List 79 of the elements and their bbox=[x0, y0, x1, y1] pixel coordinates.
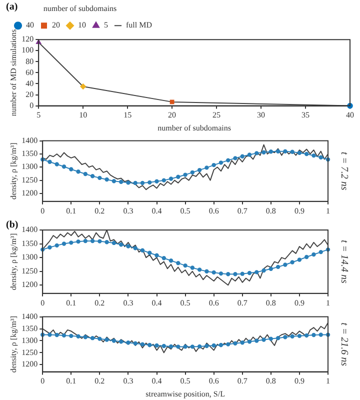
x-tick-label: 0.5 bbox=[180, 376, 190, 386]
y-tick-label: 20 bbox=[26, 90, 34, 99]
y-tick-label: 1250 bbox=[22, 175, 38, 184]
x-tick-label: 0 bbox=[40, 298, 45, 308]
y-axis-title: density, ρ [kg/m³] bbox=[8, 316, 18, 373]
x-tick-label: 0.2 bbox=[94, 298, 105, 308]
x-tick-label: 0.6 bbox=[208, 376, 219, 386]
legend-label: 10 bbox=[78, 20, 86, 30]
text: (a) bbox=[6, 2, 18, 13]
x-tick-label: 0.3 bbox=[123, 376, 134, 386]
y-tick-label: 1300 bbox=[22, 336, 38, 345]
y2-axis-title: t = 14.4 ns bbox=[338, 240, 350, 284]
x-tick-label: 0 bbox=[40, 376, 45, 386]
x-tick-label: 0.1 bbox=[66, 298, 76, 308]
x-tick-label: 0.9 bbox=[294, 298, 304, 308]
x-tick-label: 0.6 bbox=[208, 298, 219, 308]
y-axis-title: density, ρ [kg/m³] bbox=[8, 232, 18, 290]
x-tick-label: 0.7 bbox=[237, 298, 248, 308]
x-tick-label: 30 bbox=[257, 110, 266, 120]
x-tick-label: 0.6 bbox=[208, 206, 219, 216]
y-tick-label: 1250 bbox=[22, 348, 38, 357]
x-tick-label: 0.8 bbox=[266, 298, 276, 308]
x-axis-title: streamwise position, S/L bbox=[146, 389, 226, 398]
y-tick-label: 1300 bbox=[22, 252, 38, 262]
x-tick-label: 0 bbox=[40, 206, 45, 216]
x-tick-label: 0.1 bbox=[66, 206, 76, 216]
legend-label: 5 bbox=[104, 20, 108, 30]
x-tick-label: 0.2 bbox=[94, 376, 105, 386]
legend-title: number of subdomains bbox=[43, 4, 117, 14]
y-tick-label: 1300 bbox=[22, 162, 38, 172]
y-tick-label: 1350 bbox=[22, 149, 38, 158]
x-tick-label: 25 bbox=[212, 110, 221, 120]
y-tick-label: 1400 bbox=[22, 136, 38, 145]
x-tick-label: 0.8 bbox=[266, 206, 276, 216]
y-tick-label: 1350 bbox=[22, 238, 38, 248]
x-tick-label: 0.4 bbox=[152, 206, 162, 216]
x-tick-label: 0.9 bbox=[294, 376, 304, 386]
x-tick-label: 0.8 bbox=[266, 376, 276, 386]
x-tick-label: 0.3 bbox=[123, 206, 134, 216]
y-tick-label: 1200 bbox=[22, 280, 38, 290]
y-tick-label: 100 bbox=[22, 46, 34, 55]
y-axis-title: density, ρ [kg/m³] bbox=[8, 142, 18, 200]
x-tick-label: 1 bbox=[326, 376, 330, 386]
text: (b) bbox=[6, 220, 18, 231]
x-tick-label: 0.7 bbox=[237, 206, 248, 216]
x-tick-label: 0.5 bbox=[180, 206, 190, 216]
y-tick-label: 1250 bbox=[22, 266, 38, 276]
y-tick-label: 1400 bbox=[22, 312, 38, 321]
y-axis-title: number of MD simulations bbox=[8, 29, 18, 116]
x-tick-label: 0.4 bbox=[152, 376, 162, 386]
x-tick-label: 35 bbox=[302, 110, 310, 120]
legend-label: 20 bbox=[52, 20, 60, 30]
y-tick-label: 1200 bbox=[22, 360, 38, 369]
x-tick-label: 0.4 bbox=[152, 298, 162, 308]
y-tick-label: 1200 bbox=[22, 188, 38, 198]
y-tick-label: 60 bbox=[26, 68, 34, 77]
x-tick-label: 0.3 bbox=[123, 298, 134, 308]
x-tick-label: 20 bbox=[168, 110, 176, 120]
x-tick-label: 0.7 bbox=[237, 376, 248, 386]
y-tick-label: 1400 bbox=[22, 225, 38, 234]
x-tick-label: 0.1 bbox=[66, 376, 76, 386]
x-tick-label: 1 bbox=[326, 298, 330, 308]
x-axis-title: number of subdomains bbox=[158, 123, 231, 132]
x-tick-label: 40 bbox=[346, 110, 354, 120]
y2-axis-title: t = 21.6 ns bbox=[338, 322, 350, 366]
x-tick-label: 5 bbox=[36, 110, 41, 120]
x-tick-label: 0.9 bbox=[294, 206, 304, 216]
x-tick-label: 15 bbox=[124, 110, 132, 120]
y-tick-label: 80 bbox=[26, 56, 34, 66]
legend-label: full MD bbox=[126, 20, 152, 30]
y-tick-label: 120 bbox=[22, 34, 34, 44]
y2-axis-title: t = 7.2 ns bbox=[338, 152, 350, 190]
y-tick-label: 40 bbox=[26, 78, 34, 88]
y-tick-label: 1350 bbox=[22, 324, 38, 333]
x-tick-label: 0.5 bbox=[180, 298, 190, 308]
x-tick-label: 0.2 bbox=[94, 206, 105, 216]
y-tick-label: 0 bbox=[30, 100, 34, 110]
x-tick-label: 10 bbox=[79, 110, 88, 120]
x-tick-label: 1 bbox=[326, 206, 330, 216]
